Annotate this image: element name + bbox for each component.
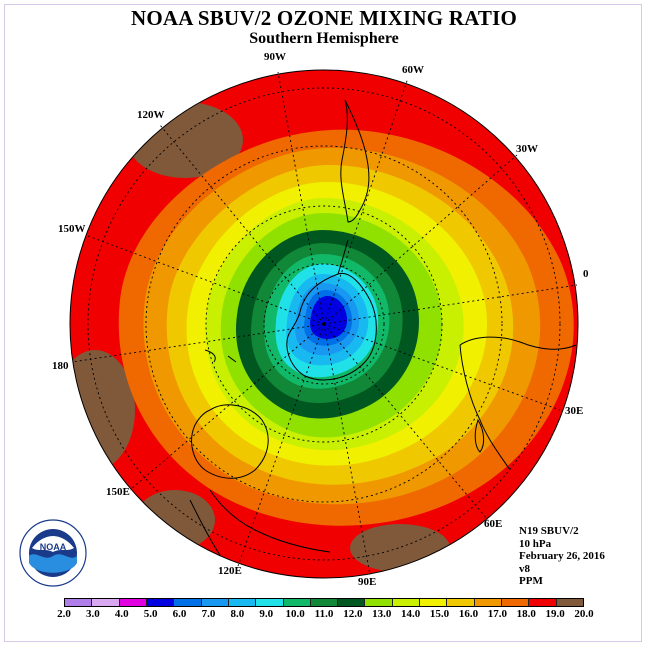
map-boundary (69, 69, 579, 579)
colorbar-tick-label: 17.0 (487, 608, 507, 620)
colorbar-swatch (201, 599, 229, 606)
lon-label-120w: 120W (137, 109, 165, 121)
colorbar-swatch (392, 599, 421, 606)
map-subtitle: Southern Hemisphere (249, 30, 399, 47)
info-block: N19 SBUV/2 10 hPa February 26, 2016 v8 P… (519, 525, 605, 588)
colorbar-tick-label: 18.0 (516, 608, 536, 620)
colorbar-tick-label: 19.0 (545, 608, 565, 620)
patch-150e (135, 490, 215, 550)
colorbar-tick-label: 6.0 (172, 608, 187, 620)
noaa-logo-icon: NOAA (19, 519, 87, 587)
lon-label-60e: 60E (484, 518, 503, 530)
lon-label-180: 180 (52, 360, 69, 372)
colorbar-tick-label: 16.0 (458, 608, 479, 620)
colorbar-tick-label: 12.0 (343, 608, 363, 620)
colorbar-ticks: 2.0 3.0 4.0 5.0 6.0 7.0 8.0 9.0 10.0 11.0 12.0 13.0… (46, 608, 606, 622)
colorbar-swatch (119, 599, 147, 606)
coast-madagascar (474, 418, 485, 453)
coast-asia (189, 489, 331, 556)
colorbar-tick-label: 15.0 (429, 608, 450, 620)
coast-africa (459, 336, 577, 471)
coast-south-america (340, 99, 370, 223)
colorbar-swatch (174, 599, 202, 606)
colorbar-swatch (283, 599, 311, 606)
colorbar-tick-label: 5.0 (143, 608, 158, 620)
lon-label-60w: 60W (402, 64, 424, 76)
colorbar-swatch (556, 599, 583, 606)
colorbar-tick-label: 2.0 (57, 608, 71, 620)
colorbar-swatch (420, 599, 448, 606)
colorbar-swatch (447, 599, 475, 606)
colorbar-tick-label: 7.0 (201, 608, 216, 620)
colorbar-swatch (146, 599, 175, 606)
colorbar-swatch (338, 599, 366, 606)
lon-label-0: 0 (583, 268, 589, 280)
lon-label-150e: 150E (106, 486, 130, 498)
info-level: 10 hPa (519, 537, 552, 550)
colorbar-swatch (310, 599, 339, 606)
lon-label-30e: 30E (565, 405, 584, 417)
coastlines (189, 99, 577, 556)
lon-label-30w: 30W (516, 143, 538, 155)
colorbar-swatch (474, 599, 502, 606)
coast-new-zealand (204, 349, 237, 363)
colorbar (64, 598, 584, 607)
info-satellite: N19 SBUV/2 (519, 525, 579, 537)
lon-label-90e: 90E (358, 576, 377, 588)
colorbar-tick-label: 20.0 (574, 608, 594, 620)
info-units: PPM (519, 575, 543, 587)
map-title: NOAA SBUV/2 OZONE MIXING RATIO (131, 6, 517, 30)
colorbar-tick-label: 4.0 (114, 608, 129, 620)
colorbar-tick-label: 8.0 (230, 608, 245, 620)
patch-90e (350, 524, 450, 572)
coast-australia (191, 404, 269, 479)
colorbar-swatch (65, 599, 93, 606)
colorbar-swatch (256, 599, 284, 606)
colorbar-tick-label: 11.0 (314, 608, 334, 620)
colorbar-tick-label: 13.0 (372, 608, 392, 620)
lon-label-150w: 150W (58, 223, 86, 235)
info-date: February 26, 2016 (519, 550, 605, 562)
colorbar-tick-label: 10.0 (285, 608, 305, 620)
colorbar-swatch (365, 599, 393, 606)
coast-antarctic-peninsula (337, 239, 349, 275)
colorbar-swatch (228, 599, 257, 606)
colorbar-tick-label: 3.0 (86, 608, 100, 620)
colorbar-swatch (502, 599, 530, 606)
logo-text: NOAA (40, 542, 67, 552)
info-version: v8 (519, 562, 530, 575)
colorbar-swatch (92, 599, 120, 606)
figure-frame (4, 4, 642, 642)
colorbar-tick-label: 9.0 (259, 608, 274, 620)
lon-label-120e: 120E (218, 565, 242, 577)
lon-label-90w: 90W (264, 51, 286, 63)
graticule (71, 71, 578, 576)
colorbar-tick-label: 14.0 (401, 608, 421, 620)
colorbar-swatch (529, 599, 557, 606)
